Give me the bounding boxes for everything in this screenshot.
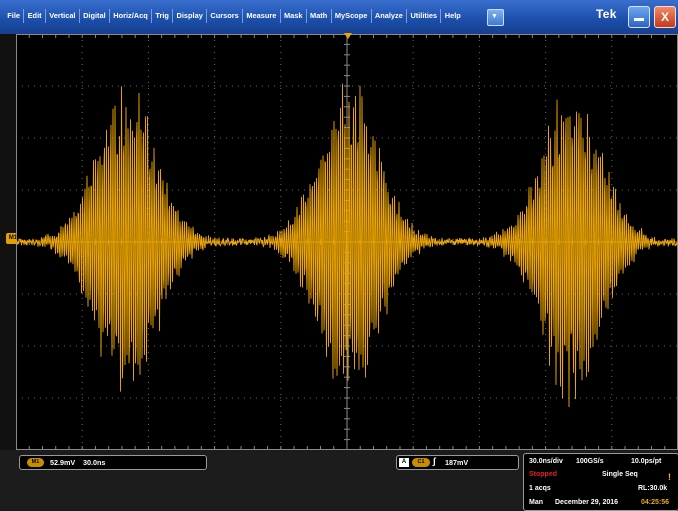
minimize-button[interactable] xyxy=(628,6,650,28)
math-badge: M1 xyxy=(27,458,44,467)
minimize-icon xyxy=(634,18,644,21)
sample-rate: 100GS/s xyxy=(576,458,604,465)
time-label: 04:25:56 xyxy=(641,499,670,506)
run-status: Stopped xyxy=(529,471,557,478)
waveform-trace xyxy=(16,83,678,408)
status-panel: M1 52.9mV 30.0ns A C1 ∫ 187mV 30.0ns/div… xyxy=(0,450,678,511)
menu-cursors[interactable]: Cursors xyxy=(207,9,244,23)
record-length: RL:30.0k xyxy=(638,485,668,492)
menu-file[interactable]: File xyxy=(4,9,25,23)
menu-horiz-acq[interactable]: Horiz/Acq xyxy=(110,9,153,23)
close-button[interactable]: X xyxy=(654,6,676,28)
trigger-readout[interactable]: A C1 ∫ 187mV xyxy=(396,455,519,470)
menu-bar: File Edit Vertical Digital Horiz/Acq Tri… xyxy=(0,0,678,35)
menu-measure[interactable]: Measure xyxy=(243,9,281,23)
menu-digital[interactable]: Digital xyxy=(80,9,110,23)
menu-help[interactable]: Help xyxy=(444,11,461,20)
math-position: 30.0ns xyxy=(83,458,106,467)
menu-math[interactable]: Math xyxy=(307,9,332,23)
chevron-down-icon: ▼ xyxy=(491,13,498,20)
menu-analyze[interactable]: Analyze xyxy=(372,9,408,23)
menu-vertical[interactable]: Vertical xyxy=(46,9,80,23)
rising-edge-icon: ∫ xyxy=(433,456,436,466)
tek-logo: Tek xyxy=(596,7,617,21)
trigger-level: 187mV xyxy=(445,458,469,467)
menu-mask[interactable]: Mask xyxy=(281,9,307,23)
menu-dropdown-button[interactable]: ▼ xyxy=(487,9,504,26)
channel-marker-m1[interactable]: M1 xyxy=(6,233,20,244)
resolution: 10.0ps/pt xyxy=(631,458,662,465)
math-scale: 52.9mV xyxy=(50,458,76,467)
day-label: Man xyxy=(529,499,543,506)
trigger-position-marker[interactable] xyxy=(344,33,352,39)
trigger-source-letter: A xyxy=(399,458,409,467)
menu-items: File Edit Vertical Digital Horiz/Acq Tri… xyxy=(4,9,464,23)
acquisition-panel[interactable]: 30.0ns/div 100GS/s 10.0ps/pt Stopped Sin… xyxy=(523,453,678,511)
menu-edit[interactable]: Edit xyxy=(24,9,46,23)
acquisition-mode: Single Seq xyxy=(602,471,638,478)
date-label: December 29, 2016 xyxy=(555,499,619,506)
acquisition-count: 1 acqs xyxy=(529,485,551,492)
close-icon: X xyxy=(660,10,669,24)
waveform-path xyxy=(16,83,678,408)
trigger-channel-badge: C1 xyxy=(412,458,430,467)
math-readout[interactable]: M1 52.9mV 30.0ns xyxy=(19,455,207,470)
horizontal-scale: 30.0ns/div xyxy=(529,458,563,465)
menu-myscope[interactable]: MyScope xyxy=(332,9,372,23)
menu-trig[interactable]: Trig xyxy=(152,9,174,23)
menu-utilities[interactable]: Utilities xyxy=(407,9,442,23)
waveform-display[interactable] xyxy=(16,34,678,450)
menu-display[interactable]: Display xyxy=(173,9,208,23)
trigger-status-icon: ! xyxy=(668,472,671,482)
